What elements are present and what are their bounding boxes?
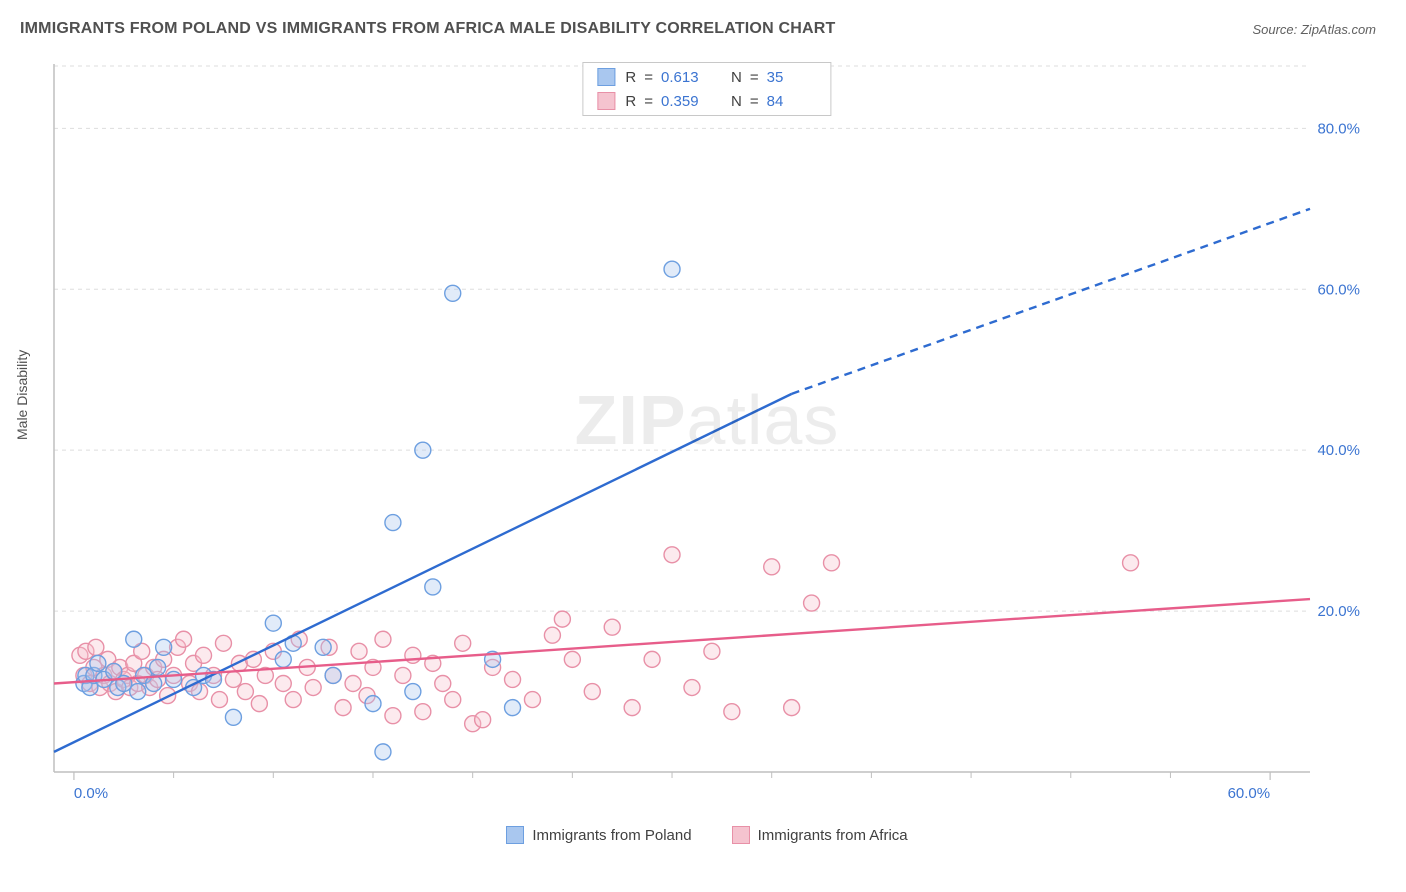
data-point <box>554 611 570 627</box>
data-point <box>624 700 640 716</box>
data-point <box>126 631 142 647</box>
data-point <box>251 696 267 712</box>
data-point <box>704 643 720 659</box>
data-point <box>88 639 104 655</box>
data-point <box>156 639 172 655</box>
data-point <box>505 671 521 687</box>
legend-swatch <box>506 826 524 844</box>
data-point <box>455 635 471 651</box>
data-point <box>1123 555 1139 571</box>
data-point <box>365 696 381 712</box>
data-point <box>405 684 421 700</box>
data-point <box>225 671 241 687</box>
data-point <box>415 442 431 458</box>
svg-text:60.0%: 60.0% <box>1228 785 1271 802</box>
data-point <box>150 659 166 675</box>
svg-text:20.0%: 20.0% <box>1317 603 1360 620</box>
legend-item: Immigrants from Poland <box>506 826 691 844</box>
data-point <box>325 667 341 683</box>
trend-line-extrapolated <box>792 209 1310 394</box>
data-point <box>415 704 431 720</box>
data-point <box>804 595 820 611</box>
svg-text:0.0%: 0.0% <box>74 785 108 802</box>
series-swatch <box>597 68 615 86</box>
chart-area: ZIPatlas 0.0%60.0%20.0%40.0%60.0%80.0% R… <box>48 58 1366 844</box>
data-point <box>604 619 620 635</box>
data-point <box>435 676 451 692</box>
data-point <box>475 712 491 728</box>
data-point <box>176 631 192 647</box>
data-point <box>211 692 227 708</box>
data-point <box>335 700 351 716</box>
data-point <box>385 708 401 724</box>
data-point <box>544 627 560 643</box>
data-point <box>265 615 281 631</box>
data-point <box>275 651 291 667</box>
data-point <box>130 684 146 700</box>
data-point <box>315 639 331 655</box>
data-point <box>275 676 291 692</box>
scatter-plot: 0.0% 60.0% 20.0% 40.0% 60.0% 80.0% <box>48 58 1366 808</box>
y-axis-label: Male Disability <box>14 350 30 440</box>
data-point <box>215 635 231 651</box>
data-point <box>425 579 441 595</box>
legend-label: Immigrants from Africa <box>758 827 908 844</box>
legend-item: Immigrants from Africa <box>732 826 908 844</box>
data-point <box>664 261 680 277</box>
data-point <box>664 547 680 563</box>
data-point <box>784 700 800 716</box>
data-point <box>305 680 321 696</box>
data-point <box>505 700 521 716</box>
data-point <box>445 285 461 301</box>
data-point <box>445 692 461 708</box>
svg-text:40.0%: 40.0% <box>1317 442 1360 459</box>
source-attribution: Source: ZipAtlas.com <box>1252 22 1376 37</box>
data-point <box>375 631 391 647</box>
data-point <box>524 692 540 708</box>
svg-text:60.0%: 60.0% <box>1317 281 1360 298</box>
data-point <box>196 647 212 663</box>
legend-label: Immigrants from Poland <box>532 827 691 844</box>
stats-row: R=0.613N=35 <box>583 65 830 89</box>
data-point <box>90 655 106 671</box>
data-point <box>285 692 301 708</box>
stats-row: R=0.359N=84 <box>583 89 830 113</box>
svg-text:80.0%: 80.0% <box>1317 120 1360 137</box>
x-axis-legend: Immigrants from Poland Immigrants from Af… <box>48 826 1366 844</box>
data-point <box>395 667 411 683</box>
data-point <box>564 651 580 667</box>
data-point <box>684 680 700 696</box>
data-point <box>385 515 401 531</box>
data-point <box>584 684 600 700</box>
data-point <box>345 676 361 692</box>
data-point <box>764 559 780 575</box>
data-point <box>724 704 740 720</box>
legend-swatch <box>732 826 750 844</box>
data-point <box>245 651 261 667</box>
trend-line <box>54 599 1310 683</box>
chart-title: IMMIGRANTS FROM POLAND VS IMMIGRANTS FRO… <box>20 20 835 38</box>
data-point <box>237 684 253 700</box>
correlation-stats-box: R=0.613N=35R=0.359N=84 <box>582 62 831 116</box>
data-point <box>225 709 241 725</box>
data-point <box>644 651 660 667</box>
data-point <box>375 744 391 760</box>
data-point <box>351 643 367 659</box>
data-point <box>824 555 840 571</box>
series-swatch <box>597 92 615 110</box>
